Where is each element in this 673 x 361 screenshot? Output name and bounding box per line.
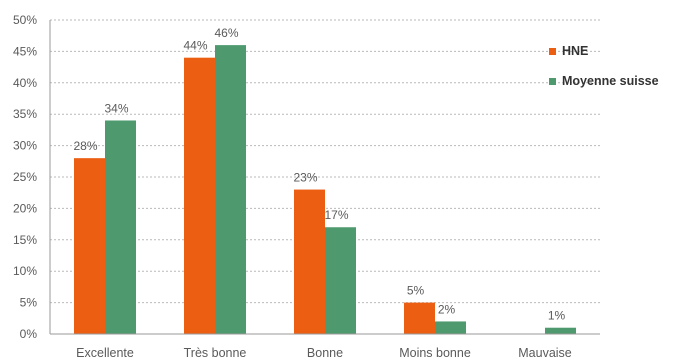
y-tick-label: 5%: [20, 296, 38, 310]
bar: [105, 120, 136, 334]
y-tick-label: 15%: [13, 233, 37, 247]
data-label: 34%: [104, 101, 128, 115]
y-tick-label: 20%: [13, 201, 37, 215]
bar: [184, 57, 215, 335]
x-category-label: Moins bonne: [399, 346, 471, 360]
legend-swatch: [549, 78, 556, 85]
x-category-label: Bonne: [307, 346, 343, 360]
bar: [294, 189, 325, 334]
y-tick-label: 50%: [13, 13, 37, 27]
bar: [74, 158, 105, 334]
bar: [435, 321, 466, 334]
x-axis: Excellente Très bonne Bonne Moins bonne Mauv…: [50, 333, 600, 360]
data-label: 5%: [407, 284, 425, 298]
x-category-label: Mauvaise: [518, 346, 572, 360]
y-tick-label: 30%: [13, 139, 37, 153]
y-tick-label: 45%: [13, 44, 37, 58]
data-label: 46%: [214, 26, 238, 40]
data-labels: 28% 34% 44% 46% 23% 17% 5% 2% 1%: [73, 26, 565, 323]
x-category-label: Excellente: [76, 346, 134, 360]
bar: [325, 227, 356, 334]
legend: HNE Moyenne suisse: [549, 44, 659, 88]
data-label: 1%: [548, 309, 566, 323]
legend-swatch: [549, 48, 556, 55]
legend-label: Moyenne suisse: [562, 74, 659, 88]
bar: [545, 327, 576, 334]
data-label: 44%: [183, 39, 207, 53]
y-tick-label: 35%: [13, 107, 37, 121]
legend-label: HNE: [562, 44, 588, 58]
y-axis: 0% 5% 10% 15% 20% 25% 30% 35% 40% 45% 50%: [13, 13, 51, 341]
y-tick-label: 40%: [13, 76, 37, 90]
y-tick-label: 0%: [20, 327, 38, 341]
bar: [215, 45, 246, 335]
data-label: 17%: [324, 208, 348, 222]
y-tick-label: 25%: [13, 170, 37, 184]
data-label: 23%: [293, 171, 317, 185]
y-tick-label: 10%: [13, 264, 37, 278]
data-label: 28%: [73, 139, 97, 153]
data-label: 2%: [438, 302, 456, 316]
bar: [404, 302, 435, 334]
x-category-label: Très bonne: [184, 346, 247, 360]
bars: [74, 45, 576, 335]
